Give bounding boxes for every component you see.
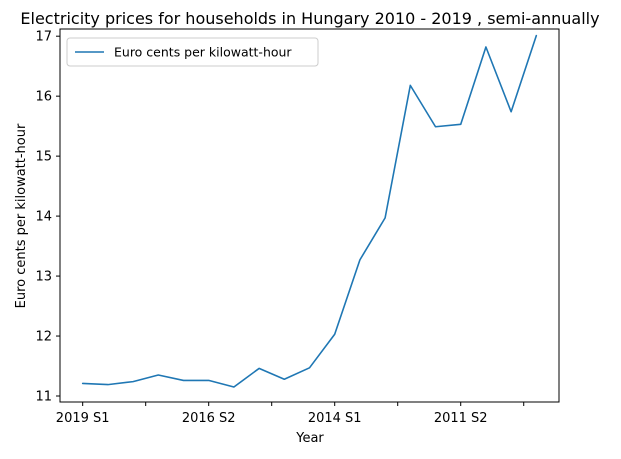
- legend-box: [66, 37, 319, 67]
- x-axis: 2019 S1 2016 S2 2014 S1 2011 S2: [56, 402, 525, 426]
- y-tick-label: 11: [35, 390, 52, 405]
- x-tick-label: 2014 S1: [308, 411, 362, 426]
- series-line: [81, 34, 538, 388]
- y-axis-label: Euro cents per kilowatt-hour: [14, 123, 29, 308]
- x-axis-label: Year: [295, 431, 324, 446]
- x-tick-label: 2019 S1: [56, 411, 110, 426]
- chart-title: Electricity prices for households in Hun…: [20, 9, 599, 28]
- legend: Euro cents per kilowatt-hour: [66, 37, 319, 67]
- y-axis: 11 12 13 14 15 16 17: [35, 30, 60, 405]
- y-tick-label: 12: [35, 330, 52, 345]
- x-tick-label: 2011 S2: [434, 411, 488, 426]
- y-tick-label: 13: [35, 270, 52, 285]
- x-tick-label: 2016 S2: [182, 411, 236, 426]
- plot-area: [60, 29, 559, 402]
- legend-entry-label: Euro cents per kilowatt-hour: [114, 45, 292, 60]
- series-layer: [81, 34, 538, 388]
- plot-frame: [59, 28, 560, 403]
- y-tick-label: 14: [35, 210, 52, 225]
- y-tick-label: 17: [35, 30, 52, 45]
- y-tick-label: 15: [35, 150, 52, 165]
- y-tick-label: 16: [35, 90, 52, 105]
